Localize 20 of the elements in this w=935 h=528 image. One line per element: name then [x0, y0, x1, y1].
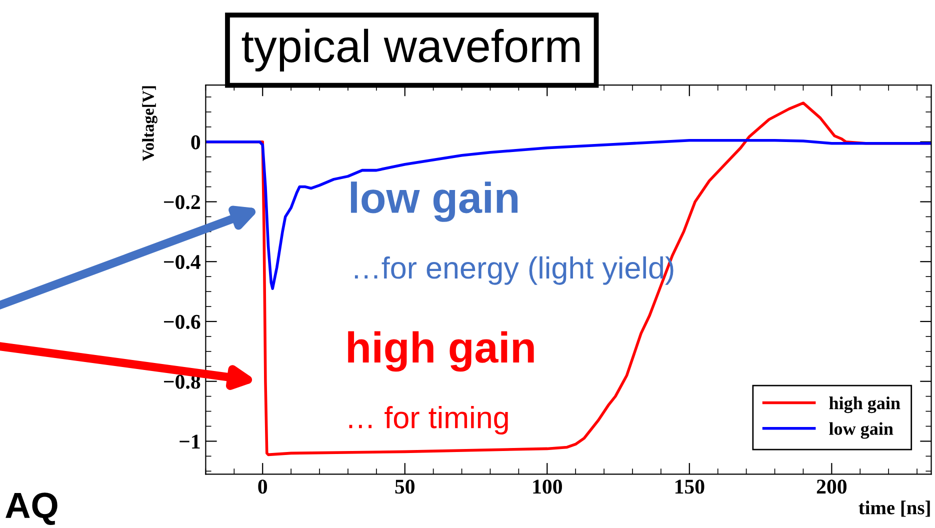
- x-tick-label: 0: [258, 480, 268, 494]
- x-tick-label: 150: [675, 480, 704, 494]
- annotation: low gain: [350, 182, 518, 222]
- text: AQ: [6, 492, 58, 525]
- y-tick-label: −0.6: [164, 314, 200, 330]
- y-tick-label: −0.4: [164, 254, 200, 270]
- line-series: [206, 138, 932, 290]
- legend-label: low gain: [829, 422, 894, 439]
- y-tick-label: −1: [180, 434, 200, 448]
- annotation: high gain: [348, 331, 534, 372]
- annotation: … for timing: [349, 406, 508, 435]
- y-axis-title: Voltage[V]: [142, 86, 158, 162]
- x-tick-label: 50: [395, 480, 414, 494]
- y-tick-label: −0.2: [164, 195, 200, 210]
- x-axis-title: time [ns]: [858, 500, 930, 517]
- legend-label: high gain: [829, 396, 900, 414]
- x-tick-label: 100: [533, 480, 562, 494]
- y-tick-label: 0: [191, 135, 200, 150]
- x-tick-label: 200: [816, 480, 847, 494]
- chart-title: typical waveform: [242, 28, 580, 72]
